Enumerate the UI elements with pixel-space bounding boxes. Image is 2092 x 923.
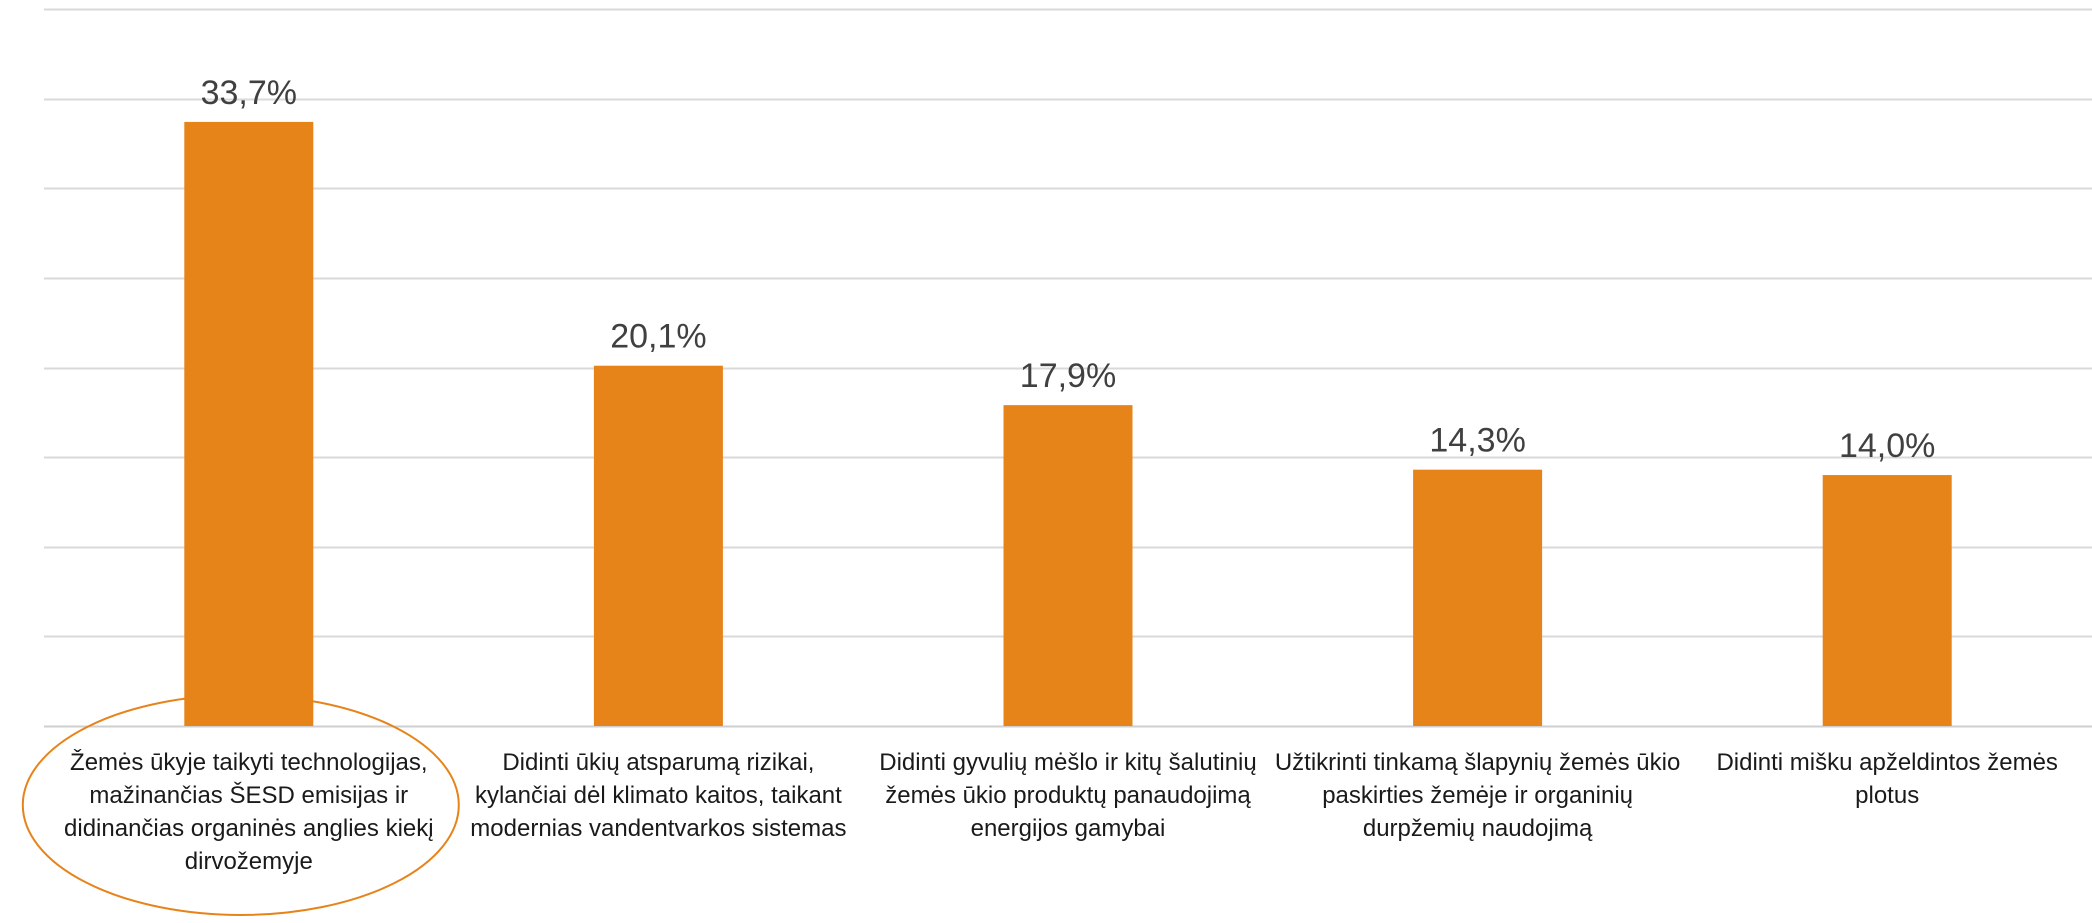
highlight-ellipse xyxy=(21,694,460,916)
bar-3 xyxy=(1003,405,1133,726)
data-label-1: 33,7% xyxy=(201,74,297,112)
data-label-3: 17,9% xyxy=(1020,357,1116,395)
category-label-5: Didinti mišku apželdintos žemės plotus xyxy=(1716,749,2058,809)
data-label-5: 14,0% xyxy=(1839,427,1935,465)
bar-5 xyxy=(1822,475,1952,726)
category-label-3: Didinti gyvulių mėšlo ir kitų šalutinių … xyxy=(879,749,1257,842)
data-label-4: 14,3% xyxy=(1429,422,1525,460)
data-label-2: 20,1% xyxy=(610,318,706,356)
bar-2 xyxy=(593,365,723,726)
bar-4 xyxy=(1413,469,1543,726)
category-label-4: Užtikrinti tinkamą šlapynių žemės ūkio p… xyxy=(1274,749,1681,842)
bar-1 xyxy=(184,121,314,727)
category-label-1: Žemės ūkyje taikyti technologijas, mažin… xyxy=(64,749,434,875)
category-label-2: Didinti ūkių atsparumą rizikai, kylančia… xyxy=(470,749,847,842)
